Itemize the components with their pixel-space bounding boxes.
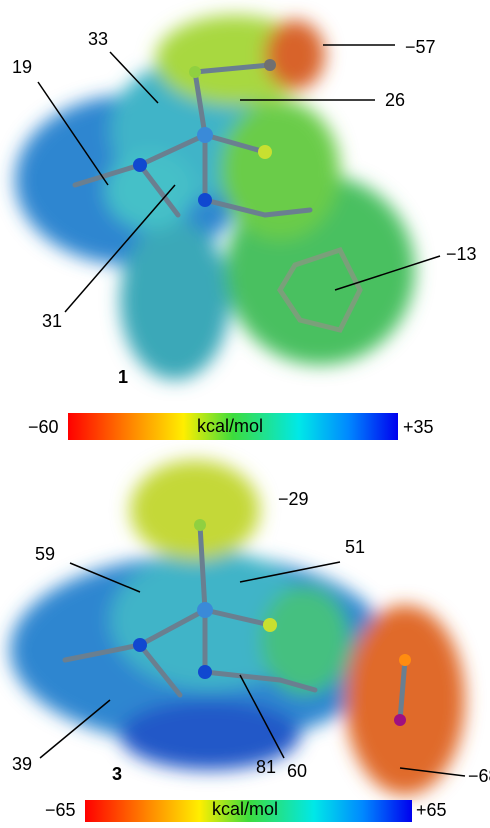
colorbar-min: −60 xyxy=(28,417,59,437)
annotation: 39 xyxy=(12,754,32,774)
annotation: −57 xyxy=(405,37,436,57)
colorbar-max: +35 xyxy=(403,417,434,437)
annotation: −13 xyxy=(446,244,477,264)
colorbar-min: −65 xyxy=(45,800,76,820)
figure: 33 19 −57 26 31 −13 1 −60 kcal/mol +35 −29 59 51 39 81… xyxy=(0,0,490,823)
annotation: 31 xyxy=(42,311,62,331)
panel-label: 3 xyxy=(112,764,122,784)
annotation: 26 xyxy=(385,90,405,110)
annotation: 19 xyxy=(12,57,32,77)
annotation: −68 xyxy=(468,766,490,786)
annotation: 59 xyxy=(35,544,55,564)
colorbar-unit: kcal/mol xyxy=(197,416,263,436)
annotation: 51 xyxy=(345,537,365,557)
annotation: 81 xyxy=(256,757,276,777)
surface-3 xyxy=(10,460,465,795)
annotation: 60 xyxy=(287,761,307,781)
colorbar-max: +65 xyxy=(416,800,447,820)
colorbar-unit: kcal/mol xyxy=(212,799,278,819)
panel-label: 1 xyxy=(118,367,128,387)
annotation: 33 xyxy=(88,29,108,49)
annotation: −29 xyxy=(278,489,309,509)
